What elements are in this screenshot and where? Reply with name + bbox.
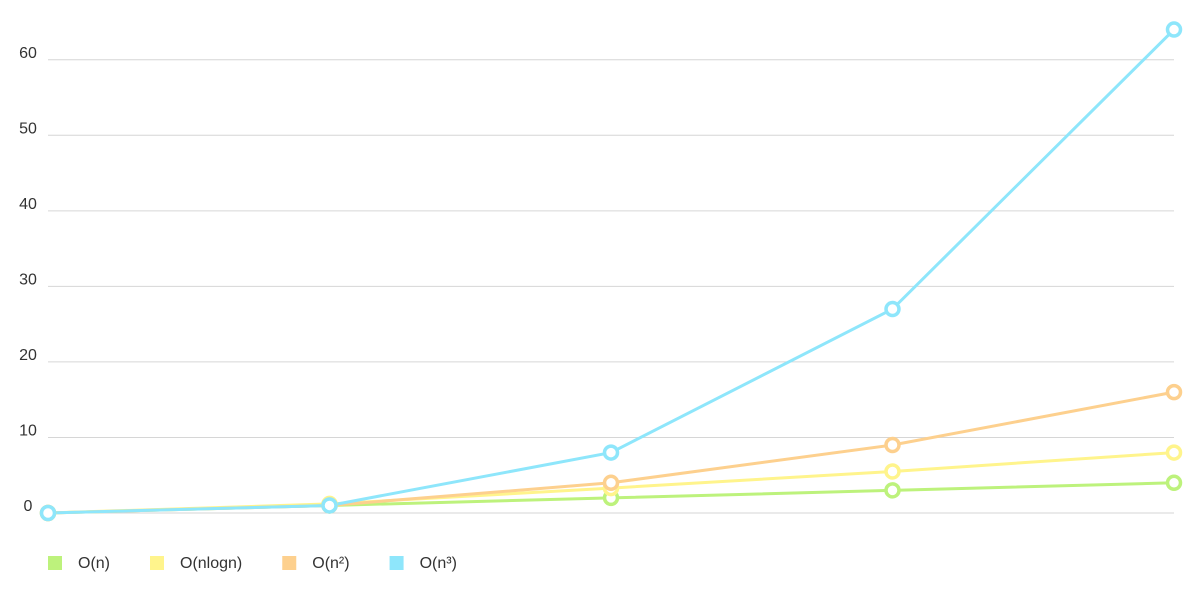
y-tick-label: 0 <box>24 498 33 515</box>
point-marker <box>321 497 338 514</box>
legend-label: O(n³) <box>420 555 457 572</box>
y-tick-label: 60 <box>19 45 37 62</box>
point-marker <box>1165 383 1183 401</box>
y-tick-label: 20 <box>19 347 37 364</box>
point-marker <box>884 482 901 499</box>
legend-label: O(n) <box>78 555 110 572</box>
series-line <box>47 28 1176 515</box>
point-marker <box>884 436 901 454</box>
point-marker <box>39 504 57 522</box>
y-tick-label: 10 <box>19 423 37 440</box>
legend-swatch <box>48 556 62 570</box>
legend-label: O(n²) <box>312 555 349 572</box>
point-marker <box>602 444 620 461</box>
legend-swatch <box>150 556 164 570</box>
point-marker <box>1165 444 1183 461</box>
y-tick-label: 40 <box>19 196 37 213</box>
point-marker <box>884 300 901 318</box>
legend-swatch <box>282 556 297 570</box>
y-tick-label: 30 <box>19 272 37 289</box>
legend-swatch <box>389 556 404 570</box>
point-marker <box>1165 21 1183 38</box>
point-marker <box>1165 474 1183 492</box>
point-marker <box>884 463 901 480</box>
y-tick-label: 50 <box>19 121 37 138</box>
legend-label: O(nlogn) <box>180 555 242 572</box>
point-marker <box>602 474 620 492</box>
